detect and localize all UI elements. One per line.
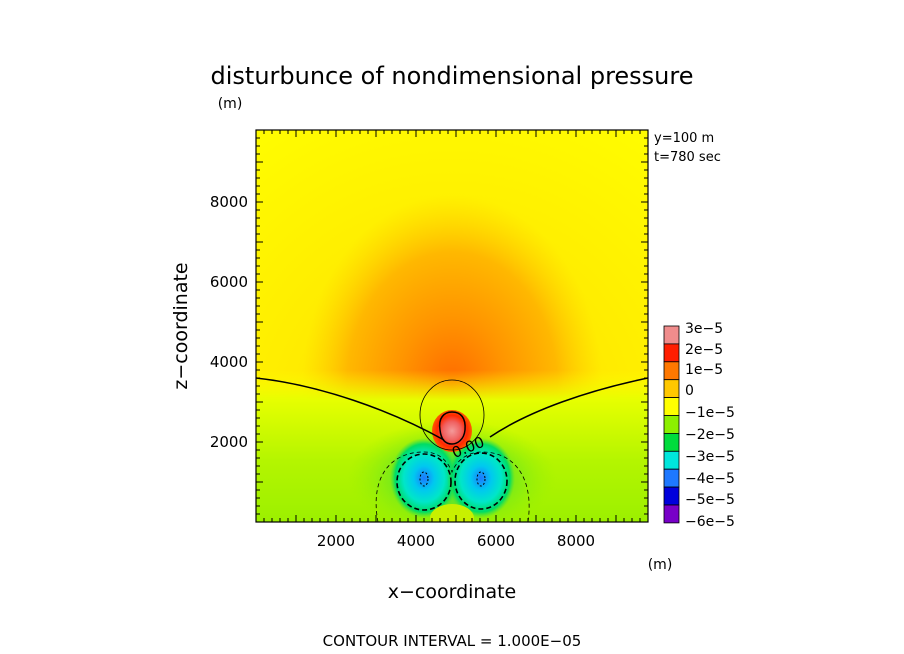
contour-2e-5 [438,411,466,445]
zero-contour-line [256,377,648,441]
colorbar-swatch [663,450,680,470]
colorbar-swatch [663,432,680,452]
colorbar-swatch [663,343,680,363]
plot-area [256,130,648,522]
contour-interval-footer: CONTOUR INTERVAL = 1.000E−05 [323,632,582,650]
x-tick-label: 2000 [317,532,355,550]
info-block: y=100 m t=780 sec [654,131,721,165]
colorbar-label: 1e−5 [685,362,723,378]
x-tick-label: 8000 [557,532,595,550]
blue-vortex-left [390,438,458,518]
colorbar-label: −5e−5 [685,492,735,508]
colorbar-swatch [663,468,680,488]
colorbar: 3e−5 2e−5 1e−5 0 −1e−5 −2e−5 −3e−5 −4e−5 −5e−5 −6… [663,321,735,530]
neg-core-right [476,471,486,487]
red-maximum [432,410,472,452]
neg-core-left [419,471,429,487]
x-axis-label: x−coordinate [388,581,517,603]
colorbar-swatch [663,504,680,524]
chart-title: disturbunce of nondimensional pressure [211,62,694,90]
colorbar-label: 2e−5 [685,342,723,358]
axis-ticks: 2000 4000 6000 8000 2000 4000 6000 8000 [210,130,648,550]
colorbar-label: 0 [685,383,694,399]
info-line-y: y=100 m [654,131,714,146]
colorbar-swatch [663,415,680,434]
y-unit-label: (m) [218,96,243,112]
colorbar-swatch [663,397,680,416]
neg-contour-outer [375,451,530,522]
colorbar-label: −2e−5 [685,427,735,443]
colorbar-swatch [663,361,680,381]
blue-vortex-right [447,438,515,518]
y-tick-label: 6000 [210,273,248,291]
colorbar-label: −3e−5 [685,449,735,465]
y-tick-label: 2000 [210,433,248,451]
colorbar-label: −6e−5 [685,514,735,530]
colorbar-label: −1e−5 [685,405,735,421]
bottom-bump [430,504,474,522]
x-tick-label: 6000 [477,532,515,550]
y-axis-label: z−coordinate [170,262,192,389]
contour-1e-5 [419,379,485,451]
colorbar-swatch [663,486,680,506]
colorbar-swatch [663,325,680,345]
plot-frame [255,129,649,523]
colorbar-swatch [663,379,680,399]
x-tick-label: 4000 [397,532,435,550]
info-line-t: t=780 sec [654,150,721,165]
colorbar-label: −4e−5 [685,471,735,487]
y-tick-label: 4000 [210,353,248,371]
neg-contour-right [454,452,508,510]
x-unit-label: (m) [648,557,673,573]
colorbar-label: 3e−5 [685,321,723,337]
y-tick-label: 8000 [210,193,248,211]
neg-contour-left [396,453,452,511]
